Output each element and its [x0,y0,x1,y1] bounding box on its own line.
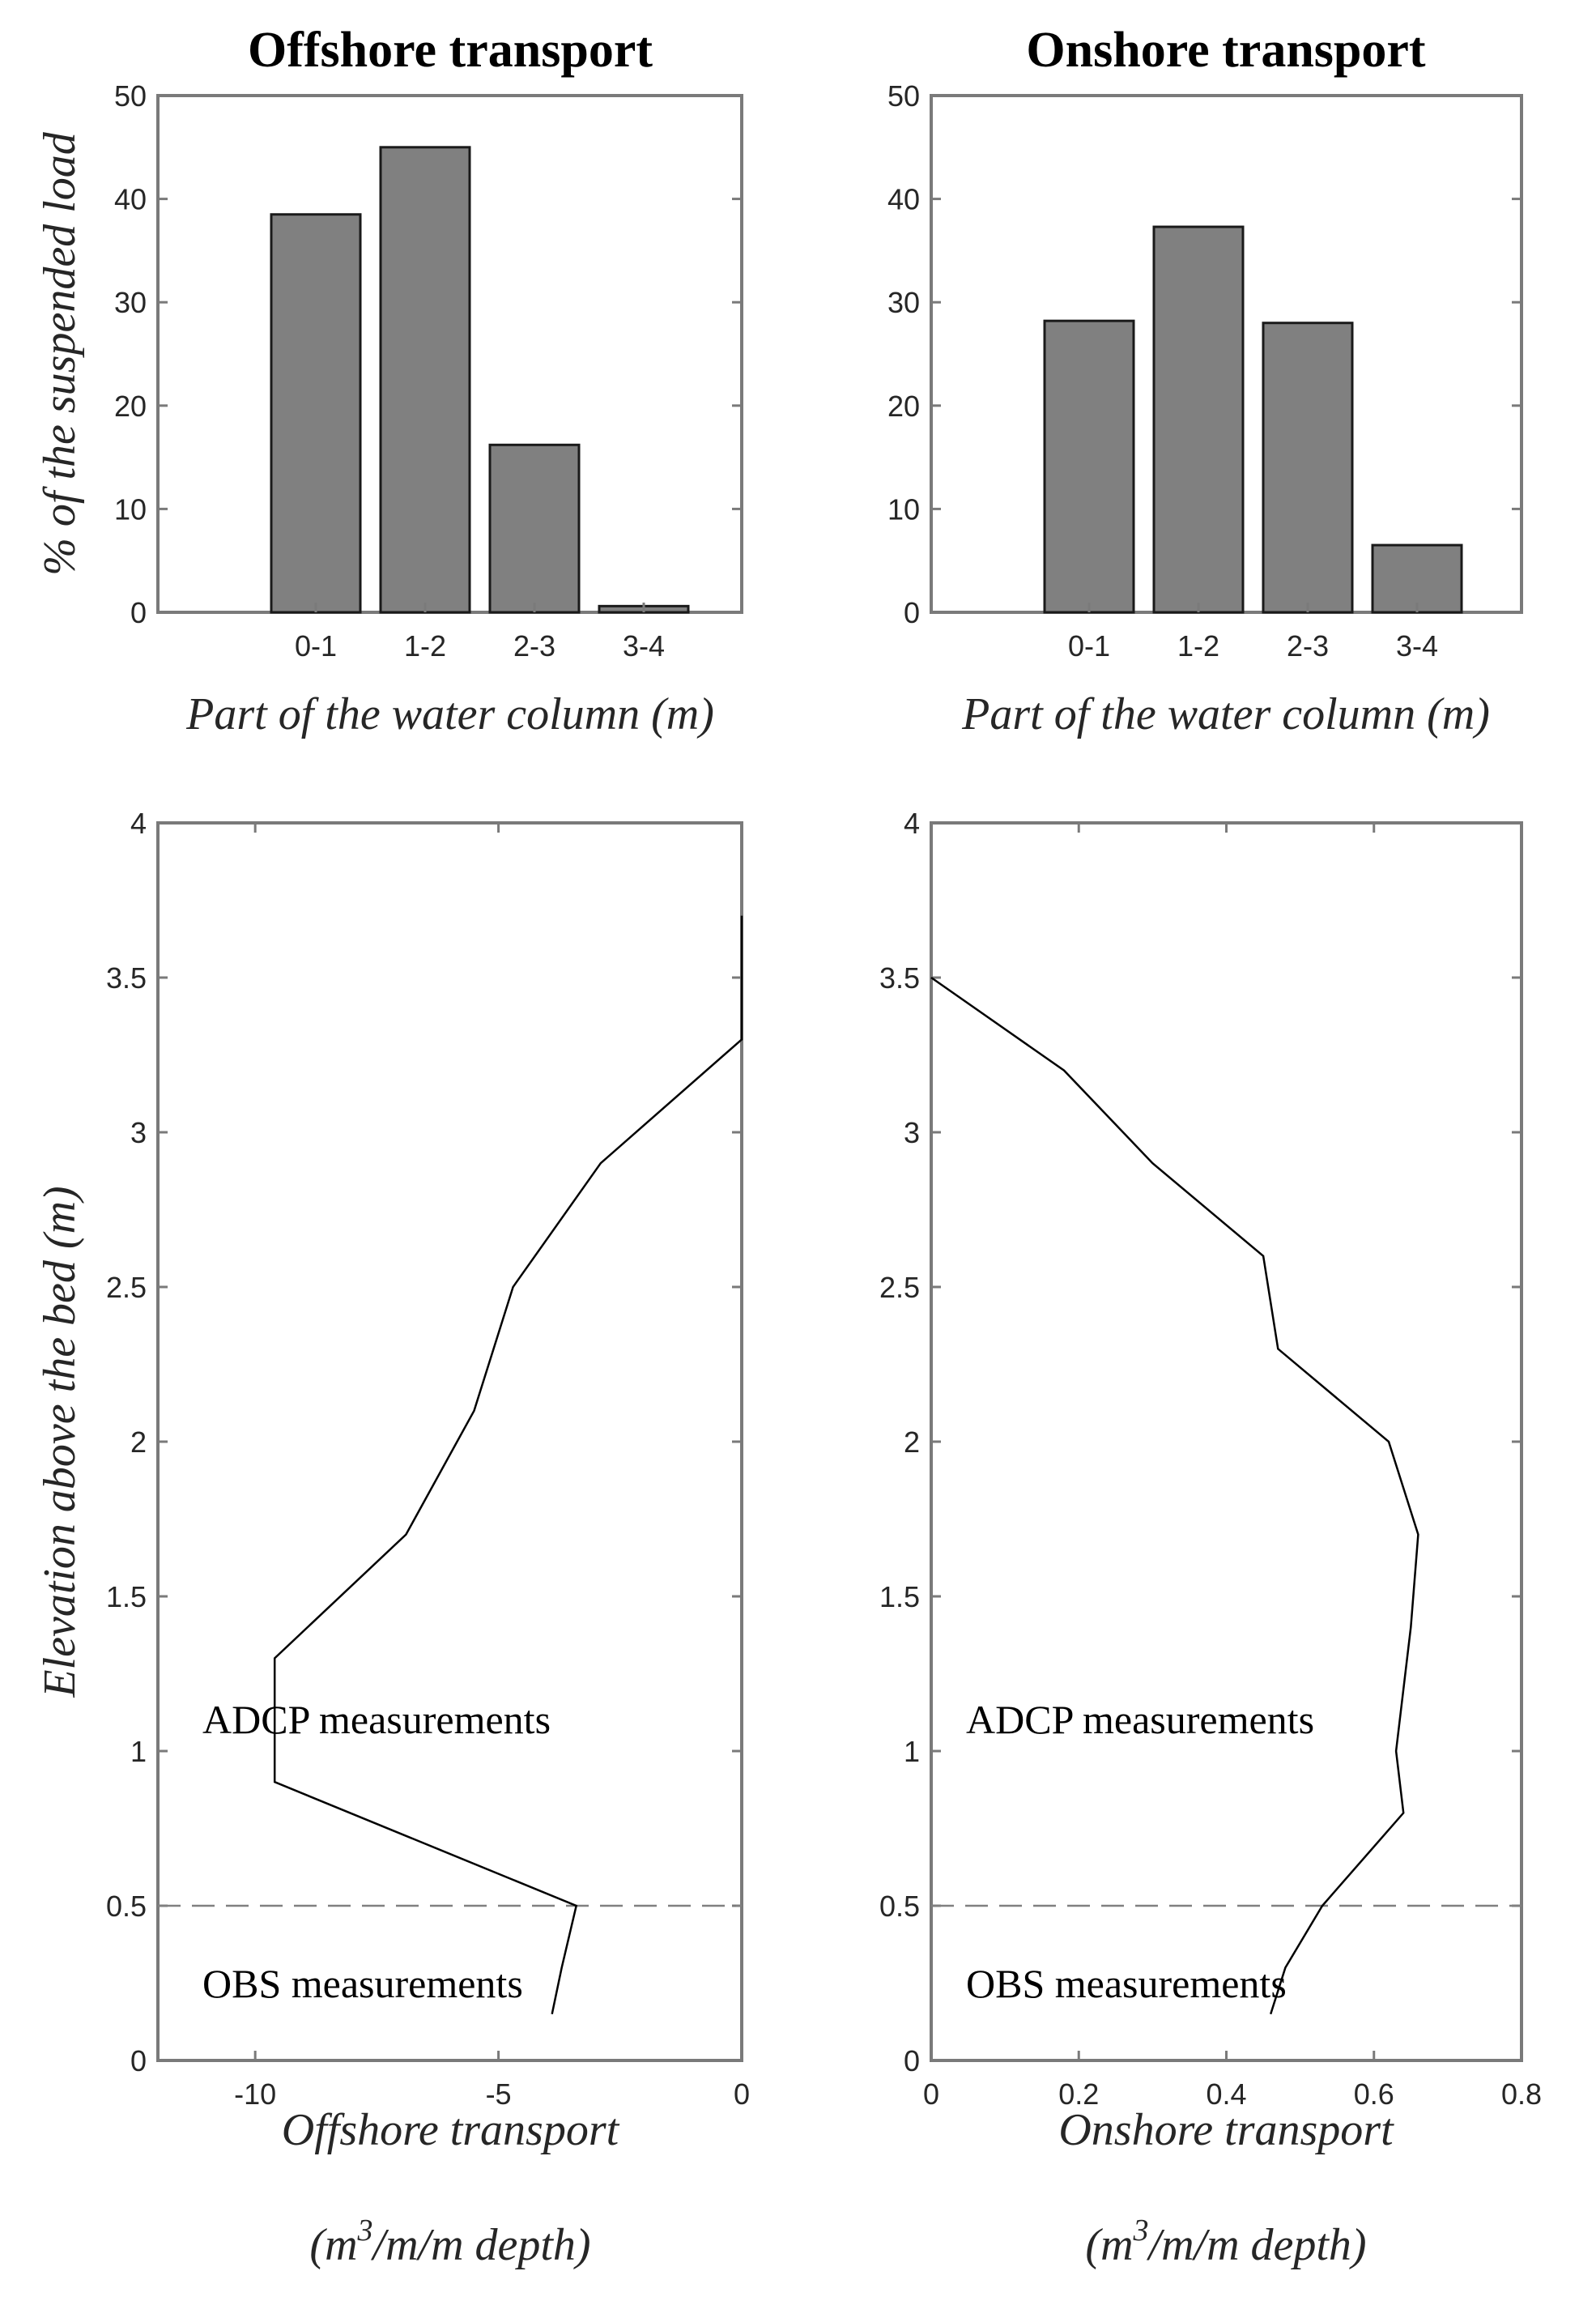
offshore-bars-ylabel: % of the suspended load [35,131,85,575]
onshore-profile-ytick-label: 0.5 [879,1890,920,1923]
onshore-profile-xtick-label: 0.4 [1206,2077,1246,2111]
onshore-profile-ytick-label: 2.5 [879,1271,920,1304]
offshore-profile-ytick-label: 1 [130,1735,147,1768]
profile-ylabel: Elevation above the bed (m) [35,1186,85,1698]
onshore-bars-ytick-label: 40 [887,183,920,216]
offshore-bars-bar-1-2 [379,146,471,614]
onshore-bars-bar-3-4 [1371,543,1463,614]
offshore-profile-xtick-label: -10 [234,2077,276,2111]
offshore-profile-ytick-label: 3 [130,1116,147,1149]
onshore-profile-ytick-label: 1.5 [879,1580,920,1613]
onshore-profile-ytick-label: 3.5 [879,961,920,995]
offshore-bars-ytick-label: 10 [114,492,147,526]
offshore-adcp-annotation: ADCP measurements [202,1697,551,1742]
onshore-bars-bar-0-1 [1043,319,1135,614]
offshore-bars-xtick-label: 0-1 [295,629,337,663]
onshore-bars-ytick-label: 20 [887,390,920,423]
offshore-bars-bar-2-3 [488,443,581,614]
onshore-profile-ytick-label: 0 [904,2044,920,2077]
onshore-units-suffix: /m/m depth) [1147,2220,1367,2270]
onshore-bars-xtick-label: 0-1 [1068,629,1110,663]
offshore-units-sup: 3 [357,2214,373,2248]
onshore-obs-annotation: OBS measurements [966,1961,1287,2006]
offshore-bars-ytick-label: 50 [114,79,147,113]
offshore-profile-xtick-label: -5 [486,2077,512,2111]
offshore-units-prefix: (m [309,2220,357,2270]
offshore-profile-units: (m3/m/m depth) [309,2214,590,2270]
offshore-bars-xlabel: Part of the water column (m) [185,689,714,739]
onshore-profile-ytick-label: 2 [904,1425,920,1459]
onshore-bars-ytick-label: 30 [887,286,920,319]
onshore-bars-ytick-label: 50 [887,79,920,113]
offshore-bars-ytick-label: 30 [114,286,147,319]
onshore-units-sup: 3 [1133,2214,1149,2248]
offshore-profile-xlabel: Offshore transport [282,2105,620,2155]
onshore-profile-xtick-label: 0.8 [1501,2077,1542,2111]
offshore-profile-axes [156,821,743,2062]
offshore-profile-ytick-label: 0 [130,2044,147,2077]
onshore-bars-bar-2-3 [1262,322,1354,614]
offshore-bars-ytick-label: 20 [114,390,147,423]
onshore-profile-xlabel: Onshore transport [1058,2105,1394,2155]
onshore-profile-line [930,976,1419,2015]
onshore-bars-xtick-label: 1-2 [1177,629,1219,663]
onshore-bars-title: Onshore transport [1026,23,1426,78]
offshore-profile-xtick-label: 0 [734,2077,750,2111]
onshore-units-prefix: (m [1085,2220,1133,2270]
offshore-profile-ytick-label: 2 [130,1425,147,1459]
onshore-bars-xlabel: Part of the water column (m) [961,689,1490,739]
onshore-profile-ytick-label: 1 [904,1735,920,1768]
offshore-profile-ytick-label: 3.5 [106,961,147,995]
onshore-profile-ytick-label: 3 [904,1116,920,1149]
offshore-profile-line [273,915,743,2014]
onshore-bars-xtick-label: 3-4 [1396,629,1438,663]
onshore-bars-bar-1-2 [1152,225,1245,614]
offshore-profile-ytick-label: 4 [130,807,147,840]
offshore-obs-annotation: OBS measurements [202,1961,523,2006]
onshore-bars-ytick-label: 10 [887,492,920,526]
offshore-bars-title: Offshore transport [248,23,653,78]
offshore-bars-xtick-label: 3-4 [623,629,665,663]
onshore-bars-ytick-label: 0 [904,596,920,629]
offshore-profile-ytick-label: 2.5 [106,1271,147,1304]
offshore-profile-ytick-label: 1.5 [106,1580,147,1613]
offshore-bars-ytick-label: 0 [130,596,147,629]
offshore-bars-bar-0-1 [270,213,362,614]
onshore-profile-units: (m3/m/m depth) [1085,2214,1366,2270]
onshore-adcp-annotation: ADCP measurements [966,1697,1314,1742]
onshore-profile-xtick-label: 0.6 [1354,2077,1394,2111]
onshore-profile-ytick-label: 4 [904,807,920,840]
offshore-bars-ytick-label: 40 [114,183,147,216]
offshore-profile-ytick-label: 0.5 [106,1890,147,1923]
onshore-profile-axes [930,821,1523,2062]
onshore-profile-xtick-label: 0 [923,2077,939,2111]
offshore-bars-xtick-label: 1-2 [404,629,446,663]
onshore-profile-xtick-label: 0.2 [1058,2077,1099,2111]
offshore-units-suffix: /m/m depth) [371,2220,591,2270]
onshore-bars-xtick-label: 2-3 [1287,629,1329,663]
offshore-bars-xtick-label: 2-3 [513,629,555,663]
